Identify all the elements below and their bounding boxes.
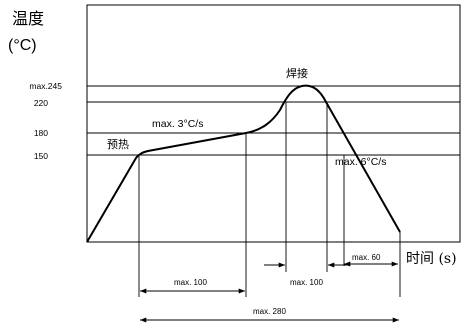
x-axis-title: 时间 (s): [406, 251, 457, 267]
dim-label-total: max. 280: [253, 307, 286, 316]
dim-label-preheat: max. 100: [174, 278, 207, 287]
label-solder: 焊接: [286, 66, 308, 80]
y-tick-220: 220: [34, 98, 48, 108]
y-tick-245: max.245: [29, 81, 62, 91]
temperature-profile-curve: [86, 84, 401, 243]
dim-label-cool: max. 60: [352, 253, 381, 262]
label-preheat: 预热: [107, 138, 129, 151]
plot-frame: [86, 4, 461, 243]
y-axis-title-line1: 温度: [12, 9, 44, 28]
label-cool-slope: max. 6°C/s: [335, 156, 386, 168]
label-ramp-slope: max. 3°C/s: [152, 118, 203, 130]
y-tick-180: 180: [34, 128, 48, 138]
y-axis-title-line2: (°C): [8, 37, 37, 54]
dim-label-above-220: max. 100: [290, 278, 323, 287]
y-tick-150: 150: [34, 151, 48, 161]
